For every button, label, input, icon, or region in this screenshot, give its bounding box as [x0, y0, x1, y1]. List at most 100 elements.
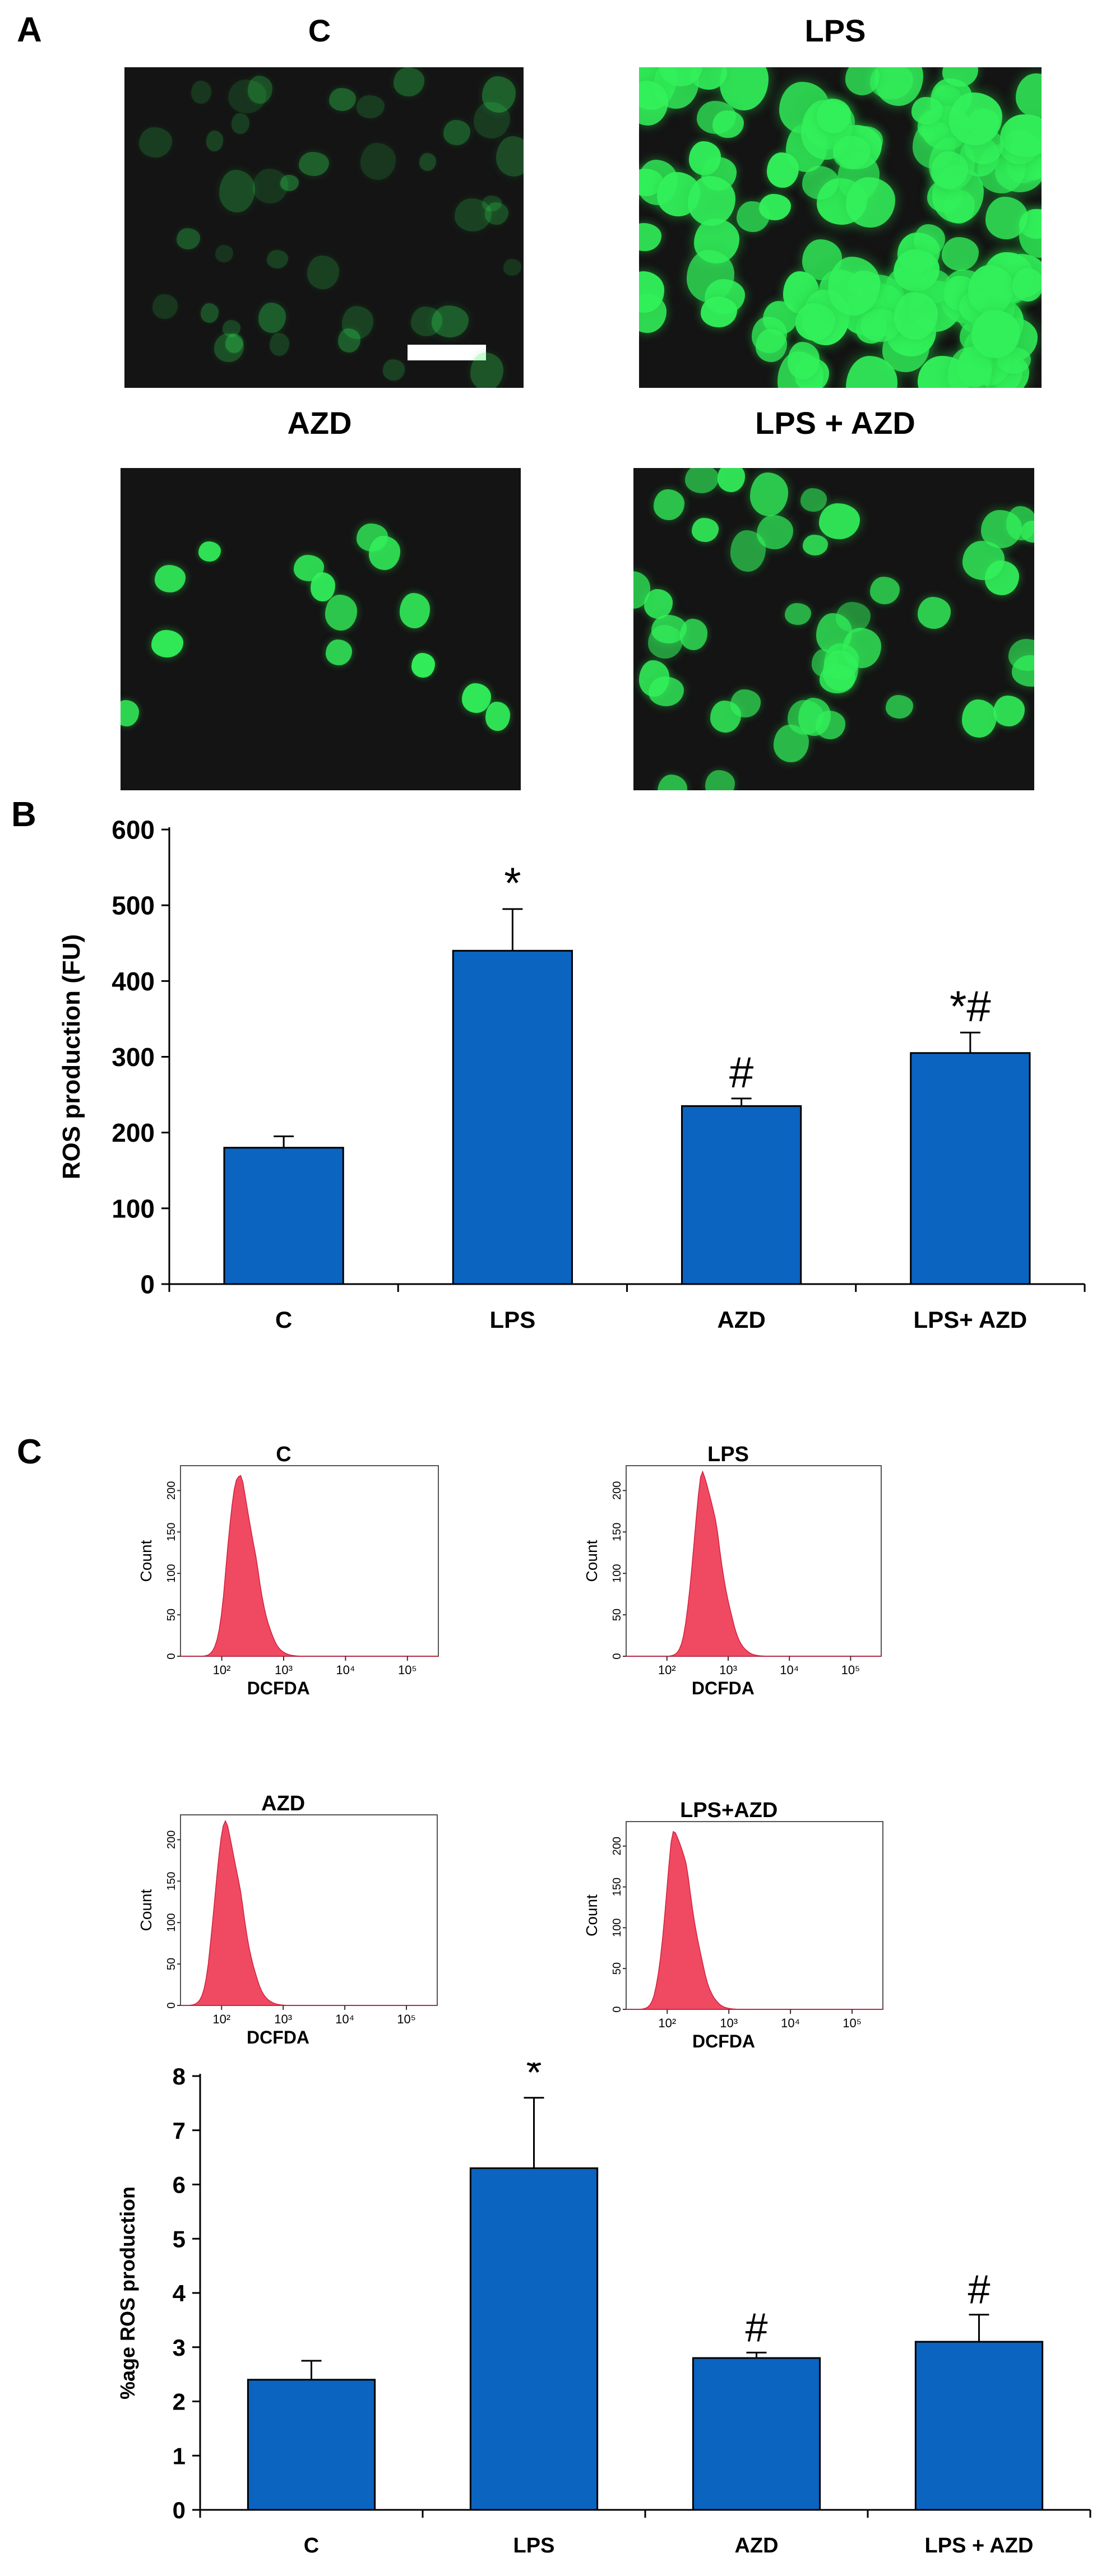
significance-marker: #	[745, 2305, 767, 2350]
fluorescent-cell	[214, 333, 244, 362]
histogram-x-label: DCFDA	[247, 2027, 309, 2047]
percent-ros-bar-chart: 0 1 2 3 4 5 6 7 8 C LPS * AZD # LPS + AZD # %age ROS pro…	[116, 2063, 1091, 2558]
fluorescent-cell	[717, 468, 746, 492]
histogram-title: AZD	[261, 1792, 305, 1815]
fluorescent-cell	[232, 113, 250, 134]
fluorescent-cell	[329, 87, 356, 111]
fluorescent-cell	[151, 629, 184, 657]
image-title-lps: LPS	[804, 13, 866, 48]
histogram-x-tick-label: 10⁴	[780, 1663, 799, 1677]
fluorescent-cell	[454, 198, 492, 231]
fluorescent-cell	[223, 320, 241, 337]
fluorescent-cell	[248, 75, 273, 104]
histogram-x-tick-label: 10⁵	[843, 2016, 862, 2030]
fluorescent-cell	[788, 342, 820, 379]
fluorescent-cell	[311, 572, 335, 601]
fluorescent-cell	[198, 541, 221, 562]
y-tick-label: 5	[173, 2226, 186, 2252]
y-tick-label: 3	[173, 2334, 186, 2361]
fluorescent-cell	[759, 193, 791, 220]
histogram-title: C	[276, 1443, 291, 1466]
y-tick-label: 4	[173, 2280, 186, 2306]
bar	[910, 1052, 1031, 1285]
fluorescent-cell	[968, 265, 1013, 316]
fluorescent-cell	[802, 166, 839, 200]
x-category-label: AZD	[734, 2534, 778, 2558]
fluorescent-cell	[470, 352, 503, 388]
y-tick-label: 100	[112, 1194, 155, 1223]
histogram-distribution	[626, 1831, 883, 2010]
fluorescent-cell	[496, 136, 524, 177]
fluorescent-cell	[712, 110, 744, 138]
y-tick-label: 200	[112, 1118, 155, 1147]
histogram-x-tick-label: 10⁵	[841, 1663, 860, 1677]
y-tick-label: 0	[140, 1270, 155, 1299]
scale-bar	[408, 345, 486, 360]
histogram-x-tick-label: 10²	[213, 1663, 231, 1677]
fluorescent-cell	[473, 102, 510, 139]
histogram-x-tick-label: 10³	[274, 2012, 292, 2026]
histogram-x-label: DCFDA	[247, 1678, 310, 1698]
histogram-title: LPS	[707, 1443, 749, 1466]
fluorescent-cell	[225, 333, 243, 353]
fluorescent-cell	[874, 67, 923, 106]
fluorescent-cell	[684, 468, 719, 493]
fluorescent-cell	[485, 202, 509, 225]
histogram-x-tick-label: 10²	[658, 2016, 676, 2030]
fluorescent-cell	[833, 135, 871, 169]
histogram-y-label: Count	[137, 1889, 155, 1931]
image-title-lps-azd: LPS + AZD	[755, 405, 915, 441]
fluorescent-cell	[503, 259, 522, 276]
histogram-x-tick-label: 10⁵	[398, 1663, 417, 1677]
bar	[681, 1105, 802, 1285]
fluorescent-cell	[894, 292, 938, 340]
histogram-distribution	[626, 1470, 881, 1657]
fluorescent-cell	[266, 250, 288, 269]
fluorescent-cell	[394, 67, 425, 96]
y-axis-label: ROS production (FU)	[58, 934, 85, 1180]
bar	[469, 2167, 599, 2511]
fluorescent-cell	[258, 302, 286, 333]
histogram-y-tick-label: 100	[611, 1919, 623, 1937]
fluorescent-cell	[191, 80, 211, 104]
fluorescent-cell	[461, 683, 491, 713]
histogram-x-tick-label: 10⁵	[397, 2012, 416, 2026]
fluorescent-cell	[1000, 114, 1042, 157]
fluorescent-cell	[201, 303, 219, 323]
histogram-x-label: DCFDA	[692, 1678, 755, 1698]
bar	[452, 949, 573, 1285]
fluorescent-cell	[154, 564, 186, 592]
fluorescent-cell	[219, 170, 255, 213]
fluorescent-cell	[985, 197, 1028, 239]
fluorescent-cell	[252, 168, 289, 203]
fluorescent-cell	[962, 699, 997, 738]
x-category-label: LPS	[513, 2534, 555, 2558]
significance-marker: *	[504, 858, 521, 907]
histogram-x-tick-label: 10⁴	[781, 2016, 800, 2030]
x-category-label: LPS + AZD	[925, 2534, 1034, 2558]
y-tick-label: 7	[173, 2118, 186, 2144]
y-tick-label: 1	[173, 2443, 186, 2469]
fluorescent-cell	[419, 152, 436, 172]
fluorescent-cell	[941, 237, 979, 271]
fluorescent-cell	[1020, 521, 1034, 543]
panel-c-letter: C	[17, 1433, 42, 1471]
fluorescent-cell	[639, 223, 661, 252]
fluorescent-cell	[177, 228, 201, 249]
fluorescent-cell	[798, 698, 831, 736]
histogram-y-tick-label: 50	[165, 1609, 178, 1621]
bar	[247, 2379, 376, 2511]
fluorescent-cell	[1015, 73, 1042, 118]
x-category-label: C	[275, 1306, 292, 1333]
histogram-title: LPS+AZD	[680, 1799, 777, 1822]
fluorescent-cell	[360, 142, 396, 180]
histogram-x-tick-label: 10³	[720, 2016, 738, 2030]
fluorescent-cell	[730, 689, 761, 717]
fluorescent-cell	[307, 255, 339, 290]
fluorescent-cell	[785, 603, 811, 626]
fluorescent-cell	[750, 472, 789, 517]
histogram-distribution	[181, 1475, 438, 1657]
fluorescent-cell	[860, 309, 901, 342]
fluorescent-cell	[911, 97, 943, 124]
fluorescent-cell	[653, 489, 685, 521]
